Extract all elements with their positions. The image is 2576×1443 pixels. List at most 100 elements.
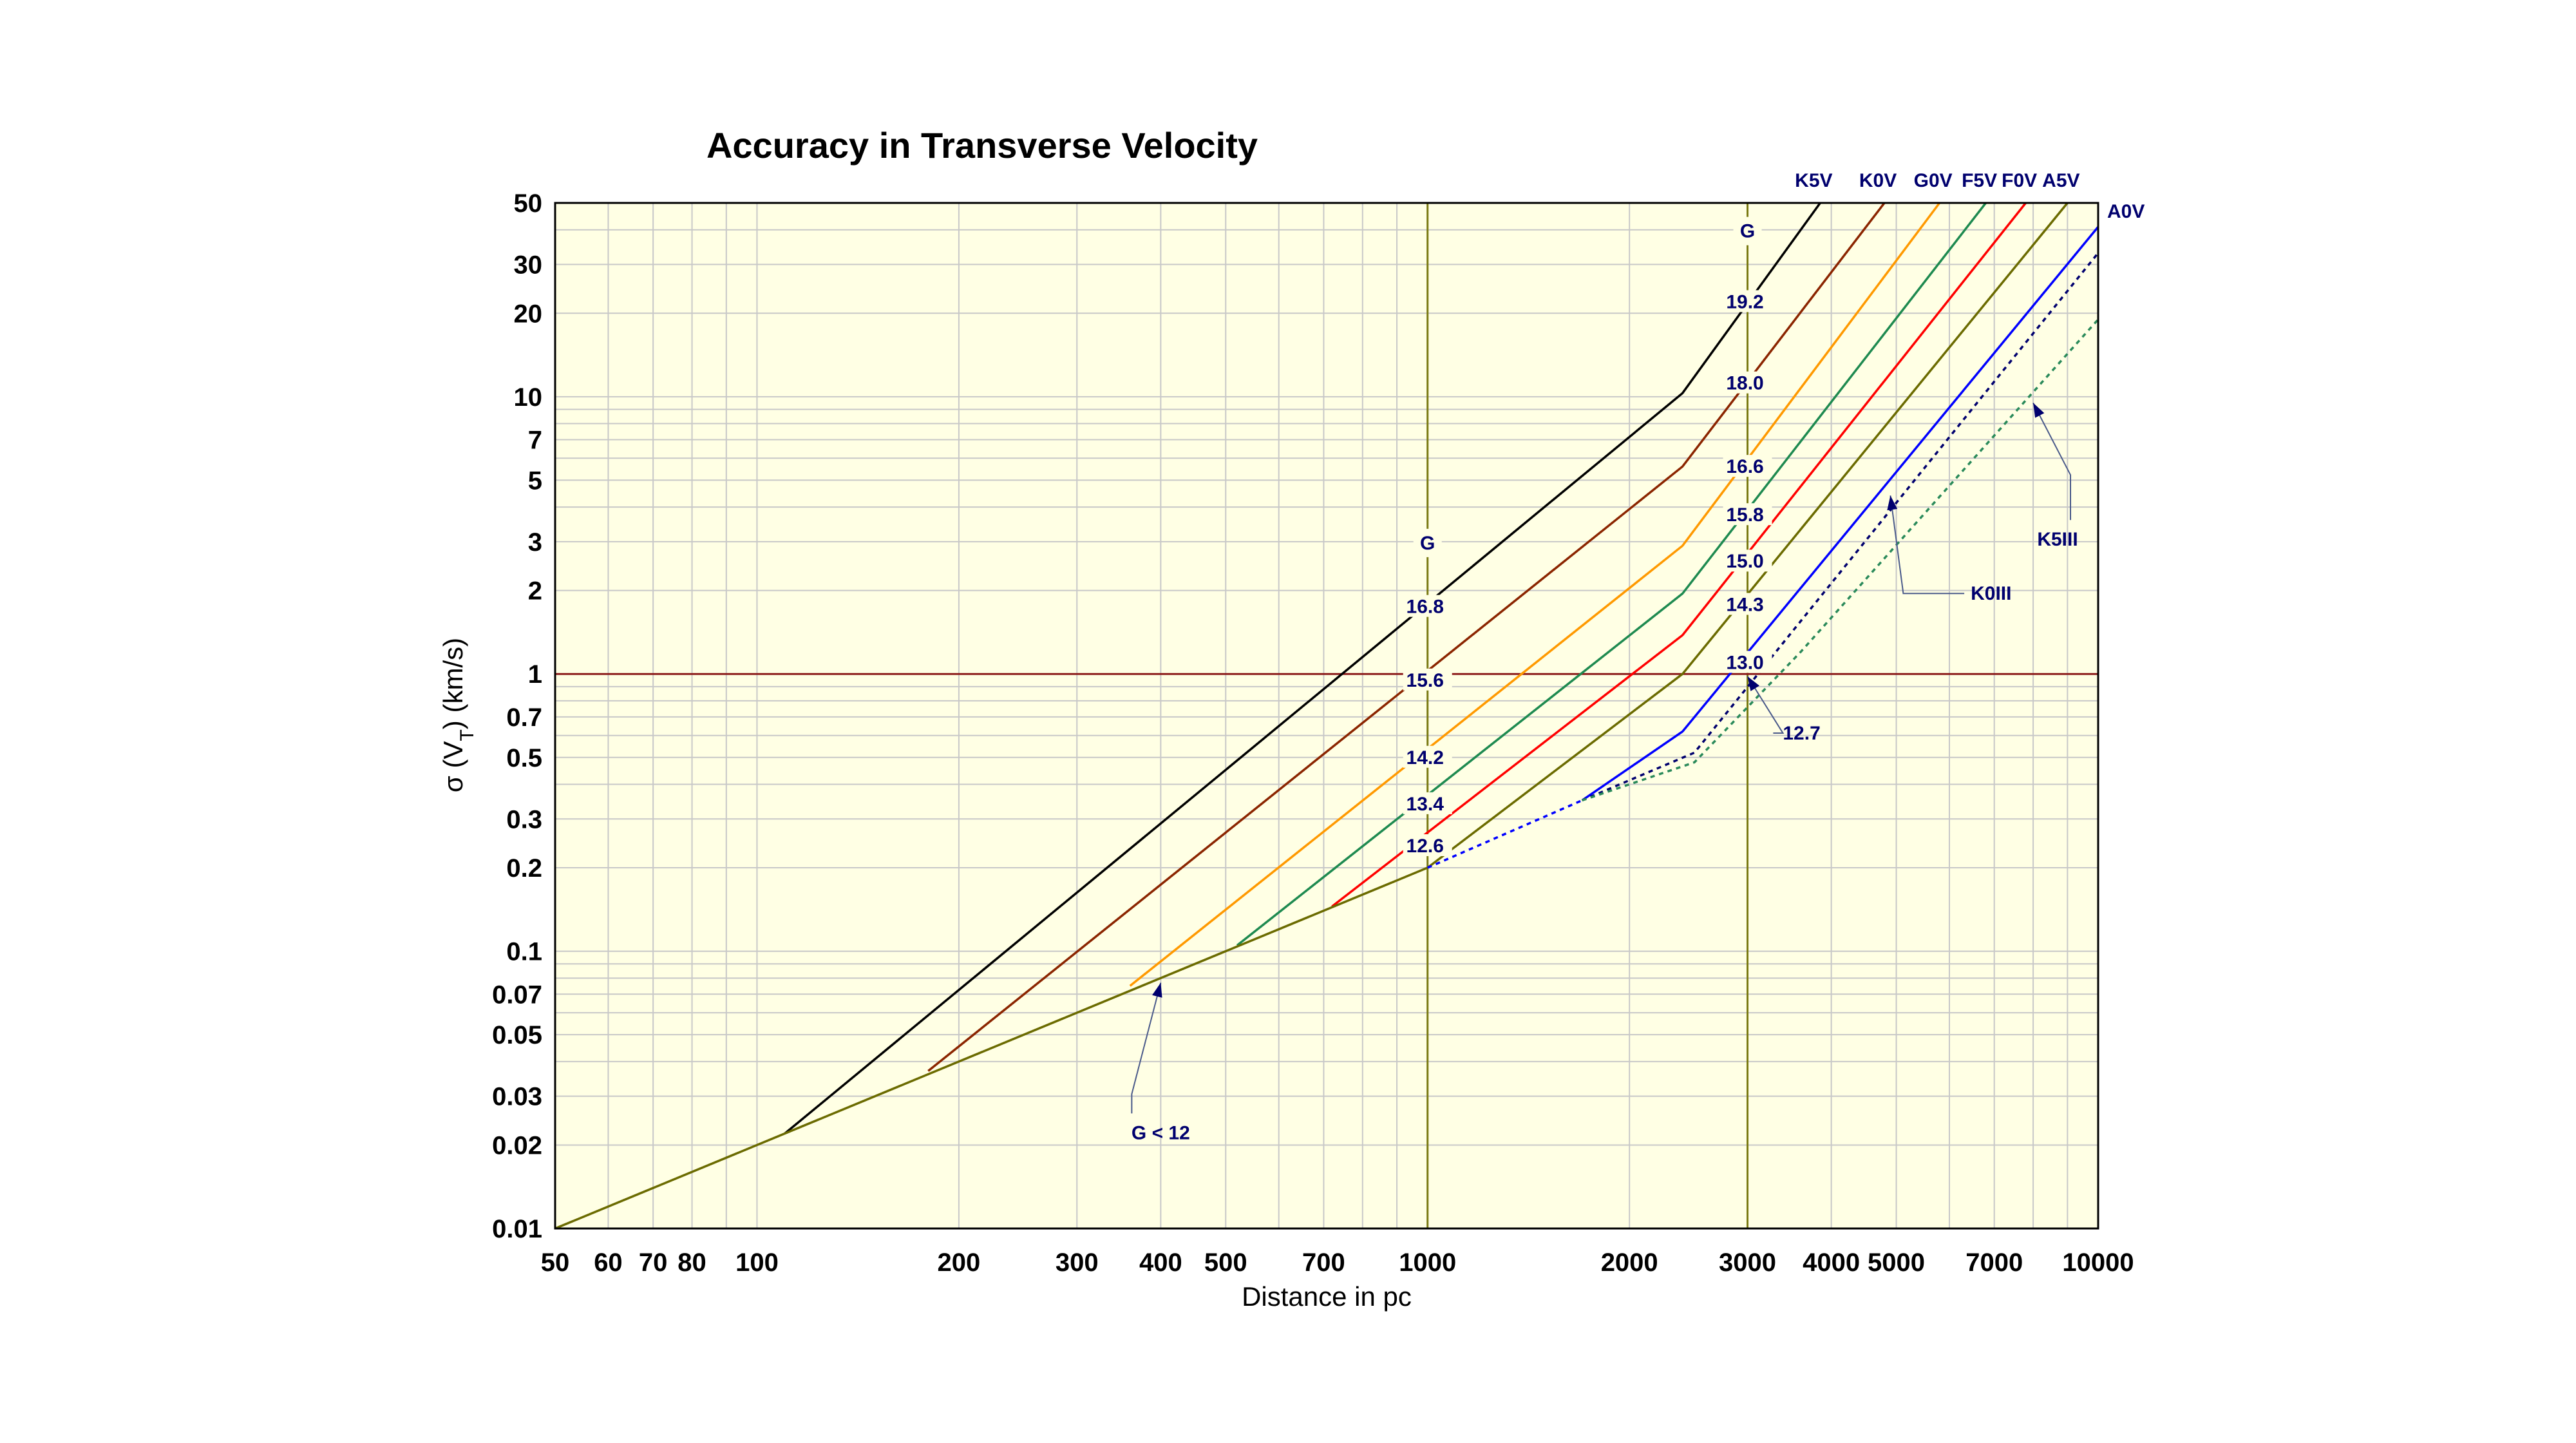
plot-frame xyxy=(554,202,2099,1230)
callout-line xyxy=(1747,676,1785,734)
y-tick-label: 3 xyxy=(528,528,542,557)
magnitude-label-background xyxy=(1723,455,1772,477)
magnitude-label-1000pc: 14.2 xyxy=(1406,747,1444,769)
x-tick-label: 2000 xyxy=(1601,1248,1658,1277)
y-tick-label: 10 xyxy=(514,383,543,412)
magnitude-label-3000pc: 15.0 xyxy=(1726,551,1763,572)
x-tick-label: 4000 xyxy=(1803,1248,1860,1277)
series-label-f5v: F5V xyxy=(1962,170,1997,191)
y-tick-label: 0.3 xyxy=(506,805,542,834)
g-label-background xyxy=(1413,528,1442,557)
annotations: G G 16.8 15.6 14.2 13.4 12.6 19.2 18.0 16.6 15.8 15… xyxy=(1131,216,2078,1143)
x-tick-label: 200 xyxy=(938,1248,981,1277)
x-axis-title: Distance in pc xyxy=(1242,1281,1412,1312)
y-tick-label: 0.03 xyxy=(492,1083,542,1111)
g-label-1000: G xyxy=(1420,533,1435,554)
x-tick-label: 80 xyxy=(677,1248,706,1277)
x-tick-label: 7000 xyxy=(1965,1248,2023,1277)
chart-title: Accuracy in Transverse Velocity xyxy=(706,125,1258,166)
magnitude-label-3000pc: 13.0 xyxy=(1726,652,1763,673)
y-tick-label: 0.7 xyxy=(506,703,542,732)
magnitude-label-background xyxy=(1723,503,1772,526)
series-label-k5v: K5V xyxy=(1795,170,1832,191)
series-line-g0v xyxy=(1129,202,1941,987)
magnitude-label-background xyxy=(1403,745,1452,768)
y-tick-label: 50 xyxy=(514,189,543,218)
callout-line xyxy=(1131,982,1162,1114)
y-tick-label: 0.5 xyxy=(506,744,542,772)
plot-background xyxy=(555,203,2098,1228)
series-line-k0v xyxy=(927,202,1886,1072)
magnitude-label-background xyxy=(1723,651,1772,673)
magnitude-label-background xyxy=(1403,834,1452,856)
series-labels: K5V K0V G0V F5V F0V A5V A0V xyxy=(1795,170,2145,222)
series-label-a5v: A5V xyxy=(2042,170,2079,191)
series-line-f5v xyxy=(1236,202,1987,946)
x-tick-label: 400 xyxy=(1139,1248,1182,1277)
y-axis-title-sub: T xyxy=(457,729,478,741)
magnitude-label-1000pc: 16.8 xyxy=(1406,597,1444,618)
y-tick-label: 1 xyxy=(528,660,542,689)
callout-label: K0III xyxy=(1971,583,2011,604)
series-line-k0iii xyxy=(1582,252,2099,802)
x-tick-label: 5000 xyxy=(1868,1248,1925,1277)
y-tick-label: 7 xyxy=(528,426,542,454)
magnitude-label-1000pc: 12.6 xyxy=(1406,836,1444,857)
magnitude-label-background xyxy=(1403,595,1452,617)
x-tick-label: 70 xyxy=(639,1248,668,1277)
y-axis-title-units: ) (km/s) xyxy=(438,638,468,729)
magnitude-label-3000pc: 16.6 xyxy=(1726,456,1763,477)
series-label-k0v: K0V xyxy=(1859,170,1897,191)
x-tick-label: 50 xyxy=(541,1248,570,1277)
series-line-k5v xyxy=(784,202,1821,1134)
magnitude-label-background xyxy=(1403,792,1452,814)
magnitude-label-3000pc: 18.0 xyxy=(1726,373,1763,394)
y-tick-label: 0.02 xyxy=(492,1131,542,1160)
series-line-a5v xyxy=(554,202,2069,1230)
series-layer xyxy=(554,202,2099,1230)
callout-arrowhead xyxy=(1747,676,1759,691)
callout-arrowhead xyxy=(2033,403,2045,418)
callout-label: K5III xyxy=(2037,529,2078,550)
y-tick-label: 5 xyxy=(528,466,542,495)
y-tick-label: 20 xyxy=(514,300,543,328)
y-axis-title: σ (VT) (km/s) xyxy=(438,638,478,792)
x-tick-label: 10000 xyxy=(2062,1248,2134,1277)
y-axis-ticks: 0.01 0.02 0.03 0.05 0.07 0.1 0.2 0.3 0.5 0.7 1 2 3 5 7… xyxy=(492,189,542,1243)
y-tick-label: 0.2 xyxy=(506,854,542,883)
callout-label: 12.7 xyxy=(1783,723,1820,744)
g-label-background xyxy=(1733,216,1762,245)
magnitude-label-background xyxy=(1723,371,1772,394)
magnitude-label-3000pc: 15.8 xyxy=(1726,504,1763,526)
magnitude-label-3000pc: 19.2 xyxy=(1726,291,1763,312)
x-tick-label: 3000 xyxy=(1719,1248,1776,1277)
y-tick-label: 2 xyxy=(528,577,542,606)
series-line-f0v xyxy=(1331,202,2027,908)
magnitude-label-background xyxy=(1723,549,1772,572)
callout-label: G < 12 xyxy=(1132,1122,1190,1143)
y-tick-label: 30 xyxy=(514,251,543,279)
x-tick-label: 1000 xyxy=(1399,1248,1456,1277)
magnitude-label-background xyxy=(1723,290,1772,312)
callout-line xyxy=(1889,495,1965,595)
y-tick-label: 0.05 xyxy=(492,1021,542,1049)
y-tick-label: 0.01 xyxy=(492,1215,542,1243)
series-label-a0v: A0V xyxy=(2107,201,2145,222)
magnitude-label-3000pc: 14.3 xyxy=(1726,594,1763,615)
y-tick-label: 0.07 xyxy=(492,980,542,1009)
y-tick-label: 0.1 xyxy=(506,938,542,966)
series-label-g0v: G0V xyxy=(1914,170,1953,191)
y-axis-title-main: σ (V xyxy=(438,741,468,793)
magnitude-label-1000pc: 13.4 xyxy=(1406,794,1444,815)
x-axis-ticks: 50 60 70 80 100 200 300 400 500 700 1000 2000 3000 40… xyxy=(541,1248,2134,1277)
series-line-a0v-faint xyxy=(1427,799,1583,869)
magnitude-label-background xyxy=(1723,593,1772,615)
callout-arrowhead xyxy=(1887,495,1898,511)
x-tick-label: 60 xyxy=(594,1248,623,1277)
x-tick-label: 300 xyxy=(1056,1248,1099,1277)
magnitude-label-background xyxy=(1403,668,1452,691)
callout-line xyxy=(2032,402,2072,521)
x-tick-label: 700 xyxy=(1302,1248,1345,1277)
series-label-f0v: F0V xyxy=(2002,170,2037,191)
